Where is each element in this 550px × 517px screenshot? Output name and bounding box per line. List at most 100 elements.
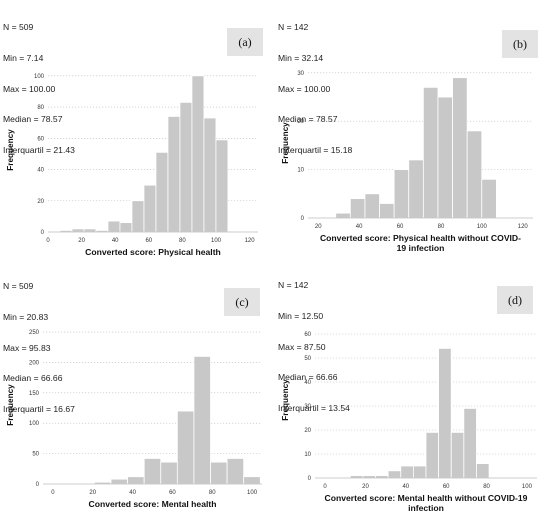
x-axis-label: 19 infection — [397, 243, 445, 253]
y-tick-label: 30 — [297, 71, 304, 77]
histogram-bar — [400, 465, 414, 479]
y-tick-label: 20 — [297, 119, 304, 125]
x-tick-label: 40 — [356, 224, 363, 230]
stat-line: Interquartil = 21.43 — [3, 144, 75, 155]
panel-label-b: (b) — [502, 30, 538, 58]
x-axis-label: Converted score: Mental health without C… — [325, 493, 528, 503]
y-axis-label: Frequency — [6, 384, 15, 426]
y-axis-label: Frequency — [6, 129, 15, 171]
x-tick-label: 120 — [245, 238, 256, 244]
y-tick-label: 200 — [29, 360, 40, 366]
panel-label-c: (c) — [224, 288, 260, 316]
x-axis-label: Converted score: Mental health — [89, 499, 217, 509]
x-tick-label: 80 — [438, 224, 445, 230]
histogram-bar — [452, 77, 468, 219]
panel-label-a: (a) — [227, 28, 263, 56]
y-tick-label: 0 — [308, 476, 312, 482]
x-tick-label: 20 — [315, 224, 322, 230]
stat-line: Interquartil = 16.67 — [3, 403, 75, 414]
x-axis-label: Converted score: Physical health — [85, 247, 221, 257]
stat-line: Max = 95.83 — [3, 342, 51, 353]
x-tick-label: 60 — [169, 490, 176, 496]
panel-d: N = 142 Min = 12.50 Max = 87.50 Median =… — [275, 258, 550, 517]
y-tick-label: 60 — [37, 136, 44, 142]
x-tick-label: 60 — [145, 238, 152, 244]
histogram-d: 0 10 20 30 40 50 60 0 20 40 60 80 100 Converted score… — [281, 332, 537, 513]
stats-box-a: N = 509 Min = 7.14 Max = 100.00 Median =… — [3, 2, 75, 175]
histogram-bar — [375, 475, 389, 479]
x-tick-label: 60 — [397, 224, 404, 230]
histogram-bar — [160, 461, 178, 485]
stat-line: Median = 66.66 — [278, 372, 338, 383]
stat-line: Min = 20.83 — [3, 312, 49, 323]
stat-line: Max = 87.50 — [278, 341, 326, 352]
histogram-bar — [349, 475, 364, 479]
histogram-bar — [167, 116, 181, 233]
histogram-bar — [349, 198, 366, 219]
stat-line: Interquartil = 13.54 — [278, 402, 350, 413]
histogram-bar — [408, 159, 424, 219]
y-tick-label: 20 — [37, 199, 44, 205]
y-tick-label: 0 — [36, 482, 40, 488]
x-tick-label: 20 — [362, 484, 369, 490]
y-tick-label: 20 — [304, 428, 311, 434]
histogram-bar — [131, 200, 145, 233]
stat-line: Min = 7.14 — [3, 53, 44, 64]
panel-label-d: (d) — [497, 286, 533, 314]
x-axis-label: infection — [408, 503, 444, 513]
y-tick-label: 250 — [29, 330, 40, 336]
stat-line: Max = 100.00 — [278, 83, 331, 94]
panel-c: N = 509 Min = 20.83 Max = 95.83 Median =… — [0, 258, 275, 517]
y-tick-label: 10 — [297, 168, 304, 174]
histogram-bar — [176, 410, 195, 485]
stat-line: Median = 78.57 — [3, 114, 63, 125]
histogram-bar — [364, 193, 380, 219]
stat-line: N = 509 — [3, 22, 34, 33]
stat-line: Min = 12.50 — [278, 311, 324, 322]
histogram-bar — [203, 117, 217, 233]
stat-line: Median = 78.57 — [278, 114, 338, 125]
y-tick-label: 50 — [32, 452, 39, 458]
x-tick-label: 40 — [129, 490, 136, 496]
panel-a: N = 509 Min = 7.14 Max = 100.00 Median =… — [0, 0, 275, 258]
histogram-bar — [481, 178, 497, 219]
y-tick-label: 0 — [41, 230, 45, 236]
histogram-bar — [476, 463, 490, 479]
y-tick-label: 100 — [29, 421, 40, 427]
stats-box-c: N = 509 Min = 20.83 Max = 95.83 Median =… — [3, 261, 75, 434]
stat-line: Imterquartil = 15.18 — [278, 144, 353, 155]
x-tick-label: 40 — [112, 238, 119, 244]
histogram-bar — [226, 458, 245, 485]
y-tick-label: 40 — [37, 168, 44, 174]
histogram-bar — [425, 431, 440, 479]
x-tick-label: 0 — [51, 490, 55, 496]
histogram-bar — [193, 355, 211, 485]
x-tick-label: 40 — [402, 484, 409, 490]
histogram-a: 0 20 40 60 80 100 0 20 40 60 80 100 120 Converted sco… — [6, 74, 258, 257]
x-tick-label: 0 — [46, 238, 50, 244]
y-tick-label: 60 — [304, 332, 311, 338]
histogram-bar — [422, 86, 439, 219]
y-tick-label: 100 — [34, 74, 45, 80]
histogram-bar — [83, 228, 97, 233]
histogram-bar — [110, 478, 128, 485]
x-tick-label: 80 — [483, 484, 490, 490]
y-tick-label: 0 — [301, 216, 305, 222]
histogram-b: 0 10 20 30 20 40 60 80 100 120 Converted score: Ph… — [281, 71, 533, 253]
x-tick-label: 20 — [89, 490, 96, 496]
x-tick-label: 100 — [477, 224, 488, 230]
y-tick-label: 80 — [37, 105, 44, 111]
panel-b: N = 142 Min = 32.14 Max = 100.00 Median … — [275, 0, 550, 258]
histogram-c: 0 50 100 150 200 250 0 20 40 60 80 100 Converted sco… — [6, 330, 262, 509]
x-tick-label: 20 — [78, 238, 85, 244]
histogram-bar — [243, 476, 261, 485]
histogram-bar — [412, 465, 427, 479]
histogram-bar — [191, 75, 205, 233]
y-axis-label: Frequency — [281, 379, 290, 421]
histogram-bar — [387, 470, 402, 479]
y-tick-label: 30 — [304, 404, 311, 410]
histogram-bar — [438, 348, 452, 479]
histogram-bar — [179, 101, 193, 233]
stat-line: Min = 32.14 — [278, 53, 324, 64]
stats-box-d: N = 142 Min = 12.50 Max = 87.50 Median =… — [278, 260, 350, 433]
